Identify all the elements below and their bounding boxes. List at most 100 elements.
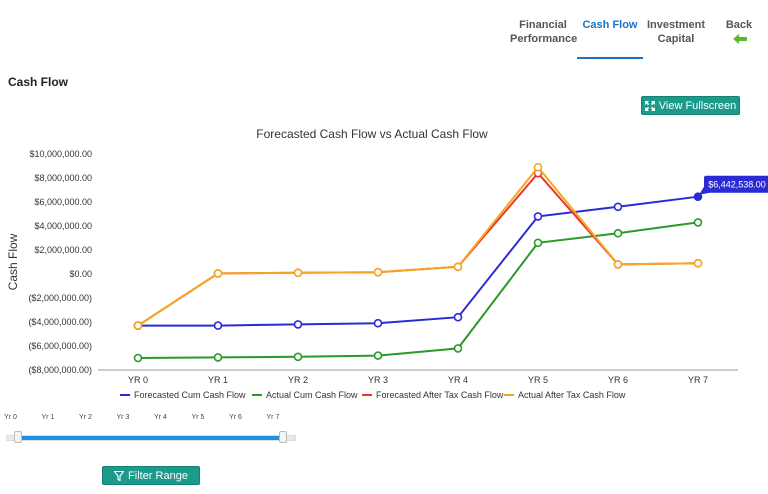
slider-start-handle[interactable] bbox=[14, 431, 22, 443]
slider-tick-label: Yr 6 bbox=[229, 414, 242, 421]
data-point bbox=[533, 162, 543, 172]
tooltip-pointer bbox=[699, 186, 710, 195]
data-point bbox=[693, 192, 703, 201]
tab-investment-capital-line2: Capital bbox=[657, 33, 695, 45]
data-point bbox=[613, 260, 623, 269]
x-tick-label: YR 7 bbox=[688, 375, 708, 385]
x-tick-label: YR 3 bbox=[368, 375, 388, 385]
series-lines bbox=[133, 162, 703, 363]
x-tick-label: YR 5 bbox=[528, 375, 548, 385]
back-arrow-icon[interactable] bbox=[732, 33, 748, 45]
y-tick-label: $4,000,000.00 bbox=[34, 221, 92, 231]
legend-label: Forecasted Cum Cash Flow bbox=[134, 390, 246, 400]
slider-tick-label: Yr 7 bbox=[266, 414, 280, 421]
data-point bbox=[453, 262, 463, 272]
series-2 bbox=[133, 168, 703, 330]
data-point bbox=[613, 202, 623, 212]
range-slider: Yr 0 Yr 1 Yr 2 Yr 3 Yr 4 Yr 5 Yr 6 Yr 7 bbox=[0, 410, 310, 450]
chart-title: Forecasted Cash Flow vs Actual Cash Flow bbox=[256, 127, 488, 141]
series-line bbox=[137, 221, 699, 359]
legend-entry: Actual After Tax Cash Flow bbox=[504, 390, 626, 400]
tab-cash-flow-label: Cash Flow bbox=[582, 19, 638, 31]
data-point bbox=[373, 318, 383, 328]
data-point bbox=[373, 351, 383, 360]
expand-icon bbox=[644, 100, 655, 111]
data-point bbox=[453, 344, 463, 353]
series-line bbox=[138, 195, 699, 327]
data-point bbox=[533, 238, 543, 248]
filter-range-label: Filter Range bbox=[128, 469, 188, 482]
data-point bbox=[373, 267, 383, 277]
slider-tick-label: Yr 0 bbox=[4, 414, 17, 421]
series-0 bbox=[133, 192, 703, 330]
tab-financial-performance[interactable]: Financial Performance bbox=[510, 18, 578, 46]
legend-entry: Forecasted Cum Cash Flow bbox=[120, 390, 246, 400]
tab-investment-capital[interactable]: Investment Capital bbox=[644, 18, 708, 46]
legend-entry: Actual Cum Cash Flow bbox=[252, 390, 358, 400]
legend-label: Actual After Tax Cash Flow bbox=[518, 390, 626, 400]
y-tick-label: $6,000,000.00 bbox=[34, 197, 92, 207]
tab-back[interactable]: Back bbox=[722, 18, 756, 32]
y-axis-title: Cash Flow bbox=[6, 233, 20, 290]
view-fullscreen-label: View Fullscreen bbox=[658, 99, 737, 112]
active-tab-underline bbox=[577, 57, 643, 59]
data-point bbox=[293, 268, 303, 278]
data-point bbox=[693, 218, 703, 227]
legend-label: Actual Cum Cash Flow bbox=[266, 390, 358, 400]
data-point bbox=[213, 321, 223, 330]
chart-legend: Forecasted Cum Cash Flow Actual Cum Cash … bbox=[120, 390, 626, 400]
data-point bbox=[213, 353, 223, 362]
legend-label: Forecasted After Tax Cash Flow bbox=[376, 390, 504, 400]
y-tick-label: ($8,000,000.00) bbox=[28, 365, 92, 375]
y-tick-label: ($4,000,000.00) bbox=[28, 317, 92, 327]
series-line bbox=[137, 165, 699, 327]
y-tick-label: ($6,000,000.00) bbox=[28, 341, 92, 351]
slider-tick-label: Yr 3 bbox=[116, 414, 130, 421]
y-tick-label: $10,000,000.00 bbox=[29, 149, 92, 159]
slider-selected-range bbox=[18, 436, 281, 440]
series-1 bbox=[133, 218, 703, 363]
y-tick-label: $2,000,000.00 bbox=[34, 245, 92, 255]
x-tick-label: YR 1 bbox=[208, 375, 228, 385]
y-axis-ticks: $10,000,000.00 $8,000,000.00 $6,000,000.00… bbox=[28, 149, 92, 375]
funnel-icon bbox=[114, 470, 125, 481]
y-tick-label: ($2,000,000.00) bbox=[28, 293, 92, 303]
data-point bbox=[453, 312, 463, 322]
x-tick-label: YR 6 bbox=[608, 375, 628, 385]
series-line bbox=[137, 171, 699, 327]
tab-cash-flow[interactable]: Cash Flow bbox=[580, 18, 640, 32]
tab-investment-capital-line1: Investment bbox=[646, 19, 706, 31]
tooltip-label: $6,442,538.00 bbox=[708, 180, 766, 190]
slider-tick-label: Yr 5 bbox=[191, 414, 205, 421]
slider-end-handle[interactable] bbox=[278, 431, 287, 443]
data-tooltip: $6,442,538.00 bbox=[699, 175, 768, 195]
series-3 bbox=[133, 162, 703, 330]
data-point bbox=[213, 269, 223, 278]
y-tick-label: $8,000,000.00 bbox=[34, 173, 92, 183]
x-tick-label: YR 2 bbox=[288, 375, 308, 385]
legend-entry: Forecasted After Tax Cash Flow bbox=[362, 390, 504, 400]
tab-financial-performance-line2: Performance bbox=[510, 33, 578, 45]
tooltip-box bbox=[704, 175, 768, 193]
x-tick-label: YR 0 bbox=[128, 375, 148, 385]
filter-range-button[interactable]: Filter Range bbox=[102, 466, 200, 485]
data-point bbox=[293, 320, 303, 329]
cash-flow-chart: Forecasted Cash Flow vs Actual Cash Flow… bbox=[6, 127, 768, 400]
y-tick-label: $0.00 bbox=[69, 269, 92, 279]
view-fullscreen-button[interactable]: View Fullscreen bbox=[641, 96, 740, 115]
top-navigation: Financial Performance Cash Flow Investme… bbox=[500, 14, 768, 60]
data-point bbox=[693, 258, 703, 268]
data-point bbox=[613, 228, 623, 238]
data-point bbox=[133, 321, 143, 330]
x-tick-label: YR 4 bbox=[448, 375, 468, 385]
data-point bbox=[293, 352, 303, 362]
data-point bbox=[133, 353, 143, 363]
slider-tick-label: Yr 4 bbox=[154, 414, 167, 421]
slider-tick-label: Yr 1 bbox=[41, 414, 55, 421]
x-axis-ticks: YR 0 YR 1 YR 2 YR 3 YR 4 YR 5 YR 6 YR 7 bbox=[128, 375, 708, 385]
tab-back-label: Back bbox=[725, 19, 753, 31]
data-point bbox=[533, 212, 543, 221]
tab-financial-performance-line1: Financial bbox=[519, 19, 567, 31]
page-title: Cash Flow bbox=[8, 75, 69, 89]
slider-tick-label: Yr 2 bbox=[79, 414, 92, 421]
